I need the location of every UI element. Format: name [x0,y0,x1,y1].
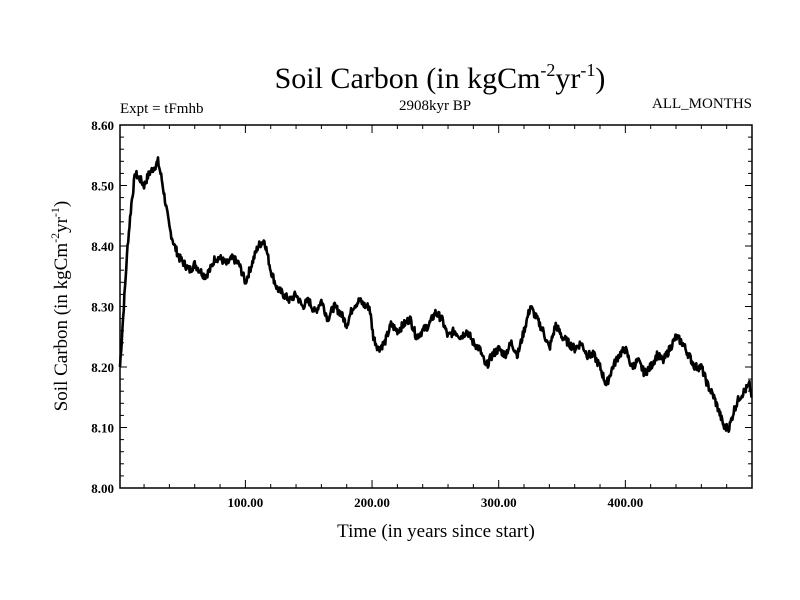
plot-frame [119,124,753,489]
y-tick-label: 8.20 [91,360,114,375]
y-axis-label: Soil Carbon (in kgCm-2yr-1) [48,201,72,412]
y-tick-label: 8.50 [91,179,114,194]
x-tick-label: 100.00 [228,495,264,510]
x-tick-label: 400.00 [607,495,643,510]
y-tick-label: 8.60 [91,118,114,133]
x-tick-label: 200.00 [354,495,390,510]
chart-title: Soil Carbon (in kgCm-2yr-1) [275,60,606,95]
experiment-label: Expt = tFmhb [120,101,203,117]
soil-carbon-series-line [118,156,753,433]
y-tick-label: 8.40 [91,239,114,254]
y-tick-label: 8.00 [91,481,114,496]
x-axis-ticks: 100.00 200.00 300.00 400.00 [143,125,728,510]
y-axis-ticks: 8.00 8.10 8.20 8.30 8.40 8.50 8.60 [91,118,752,496]
months-label: ALL_MONTHS [652,96,752,112]
x-axis-label: Time (in years since start) [337,521,535,542]
period-label: 2908kyr BP [399,98,471,114]
y-tick-label: 8.10 [91,421,114,436]
y-tick-label: 8.30 [91,300,114,315]
x-tick-label: 300.00 [481,495,517,510]
